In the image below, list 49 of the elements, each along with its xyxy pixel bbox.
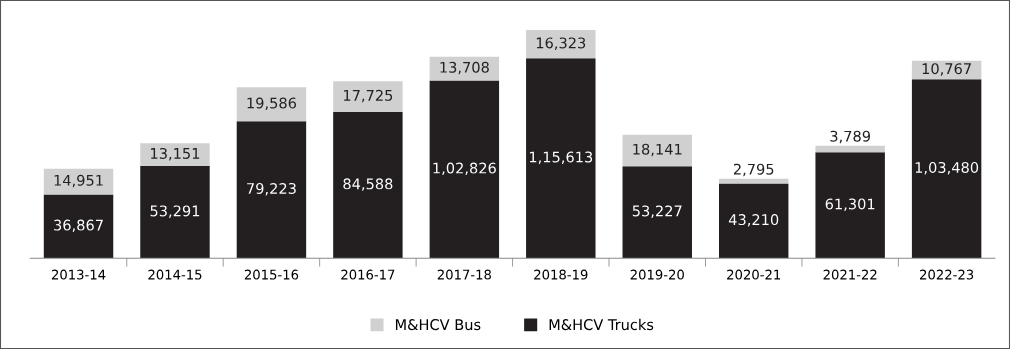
x-tick-label: 2020-21 [727,269,781,280]
x-tick-label: 2014-15 [148,269,202,280]
data-label: 1,02,826 [433,162,496,176]
bar [718,183,789,259]
x-tick-label: 2019-20 [630,269,684,280]
bar [43,194,114,259]
data-label: 3,789 [830,130,871,144]
bar [911,79,982,259]
data-label: 36,867 [54,219,103,233]
x-tick-label: 2015-16 [244,269,299,280]
data-label: 79,223 [247,182,296,196]
x-tick-label: 2017-18 [437,269,492,280]
data-label: 13,708 [440,61,489,75]
data-label: 53,291 [150,205,200,218]
x-tick-label: 2022-23 [920,269,974,280]
x-tick-label: 2021-22 [823,269,877,280]
bar [236,121,307,259]
bar [333,81,403,112]
data-label: 18,141 [633,143,682,157]
bar [140,166,210,259]
bar [622,166,692,259]
data-label: 16,323 [536,37,586,50]
bar [815,152,885,259]
bar [140,143,210,167]
data-label: 53,227 [632,205,682,218]
bar [815,145,885,153]
bar [622,134,692,167]
bar [333,111,403,259]
bar [526,30,596,59]
bar [526,58,596,259]
legend-label: M&HCV Trucks [549,318,654,331]
bar [718,178,789,184]
data-label: 10,767 [922,63,971,76]
data-label: 2,795 [733,163,774,177]
data-label: 84,588 [343,178,393,191]
x-tick-label: 2016-17 [341,269,395,280]
legend-label: M&HCV Bus [395,319,481,331]
data-label: 43,210 [728,214,779,227]
data-label: 61,301 [825,198,875,211]
bar [429,80,500,259]
data-label: 13,151 [151,147,200,161]
data-label: 1,03,480 [915,161,979,175]
x-tick-label: 2013-14 [51,269,106,280]
data-label: 14,951 [54,174,103,188]
data-label: 1,15,613 [529,151,593,164]
data-label: 17,725 [343,89,393,103]
bar [236,87,307,122]
x-tick-label: 2018-19 [534,269,588,280]
data-label: 19,586 [247,97,297,111]
